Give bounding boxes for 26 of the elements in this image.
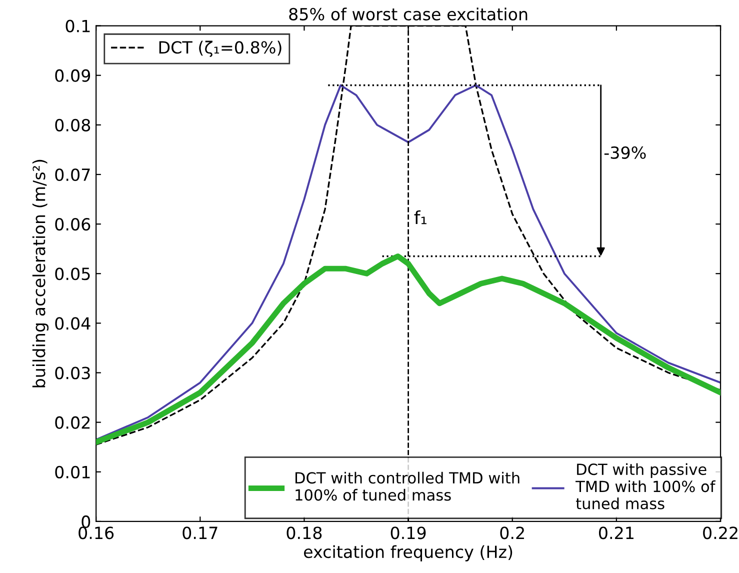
y-tick-label: 0.05 <box>55 268 90 280</box>
y-tick-label: 0.01 <box>55 466 90 478</box>
legend-label: DCT (ζ₁=0.8%) <box>159 40 282 57</box>
x-tick-label: 0.18 <box>286 526 322 540</box>
x-tick-label: 0.19 <box>390 526 426 540</box>
annotation: -39% <box>604 146 646 159</box>
y-tick-label: 0.09 <box>55 69 90 82</box>
y-tick-label: 0.06 <box>55 218 90 231</box>
x-tick-label: 0.21 <box>598 526 634 540</box>
y-tick-label: 0.08 <box>55 118 90 132</box>
y-tick-label: 0.03 <box>55 366 90 380</box>
ref-line-label: f₁ <box>414 210 426 224</box>
y-tick-label: 0.1 <box>66 20 90 32</box>
chart-title: 85% of worst case excitation <box>289 8 528 20</box>
y-tick-label: 0 <box>82 515 90 528</box>
y-axis-title: building acceleration (m/s²) <box>32 160 49 388</box>
x-tick-label: 0.17 <box>182 526 218 540</box>
y-tick-label: 0.07 <box>55 168 90 182</box>
x-axis-title: excitation frequency (Hz) <box>304 545 512 562</box>
y-tick-label: 0.04 <box>55 317 90 330</box>
legend-label: DCT with controlled TMD with 100% of tuned mass <box>296 472 520 501</box>
y-tick-label: 0.02 <box>55 416 90 429</box>
x-tick-label: 0.2 <box>500 526 524 540</box>
x-tick-label: 0.22 <box>703 526 738 540</box>
legend-label: DCT with passive TMD with 100% of tuned mass <box>576 463 716 510</box>
x-tick-label: 0.16 <box>78 526 114 540</box>
